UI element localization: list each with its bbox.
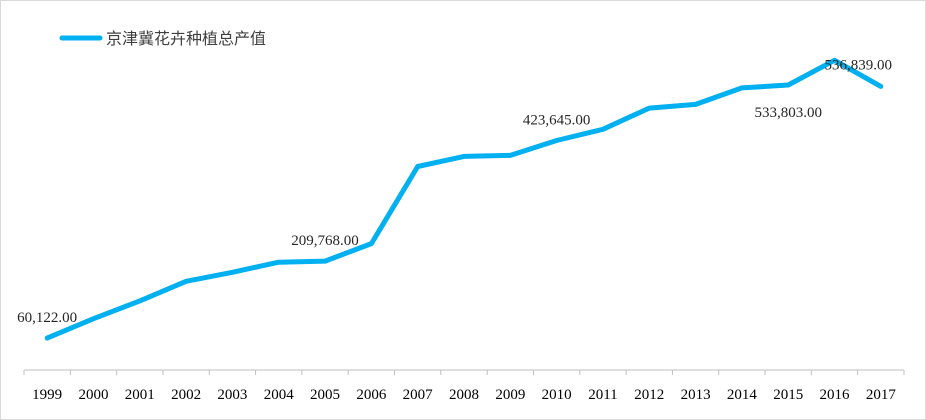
- x-tick-label: 2003: [217, 387, 247, 403]
- x-tick-label: 2002: [171, 387, 201, 403]
- data-labels: 60,122.00 209,768.00 423,645.00 533,803.00 5…: [17, 57, 892, 326]
- x-tick-label: 2013: [681, 387, 711, 403]
- x-tick-label: 2011: [588, 387, 617, 403]
- x-tick-label: 2014: [727, 387, 758, 403]
- series-line: [44, 57, 884, 341]
- legend: 京津冀花卉种植总产值: [59, 29, 266, 48]
- data-label: 536,839.00: [825, 57, 893, 73]
- x-tick-label: 2000: [78, 387, 108, 403]
- x-tick-label: 2009: [495, 387, 525, 403]
- x-tick-label: 2010: [542, 387, 572, 403]
- data-label: 533,803.00: [754, 105, 822, 121]
- x-tick-label: 2006: [356, 387, 387, 403]
- legend-label: 京津冀花卉种植总产值: [106, 29, 266, 48]
- x-axis-tick-labels: 1999 2000 2001 2002 2003 2004 2005 2006 2007 2008…: [32, 387, 896, 403]
- x-tick-label: 2016: [820, 387, 851, 403]
- x-tick-label: 2008: [449, 387, 479, 403]
- x-tick-label: 2004: [264, 387, 295, 403]
- x-axis-ticks: [23, 370, 905, 375]
- x-tick-label: 1999: [32, 387, 62, 403]
- x-tick-label: 2017: [866, 387, 897, 403]
- data-label: 60,122.00: [17, 310, 77, 326]
- data-label: 209,768.00: [291, 233, 359, 249]
- x-tick-label: 2005: [310, 387, 340, 403]
- series-group: [44, 57, 884, 341]
- x-tick-label: 2001: [125, 387, 155, 403]
- x-tick-label: 2007: [403, 387, 434, 403]
- data-label: 423,645.00: [523, 113, 591, 129]
- x-tick-label: 2015: [773, 387, 803, 403]
- x-tick-label: 2012: [634, 387, 664, 403]
